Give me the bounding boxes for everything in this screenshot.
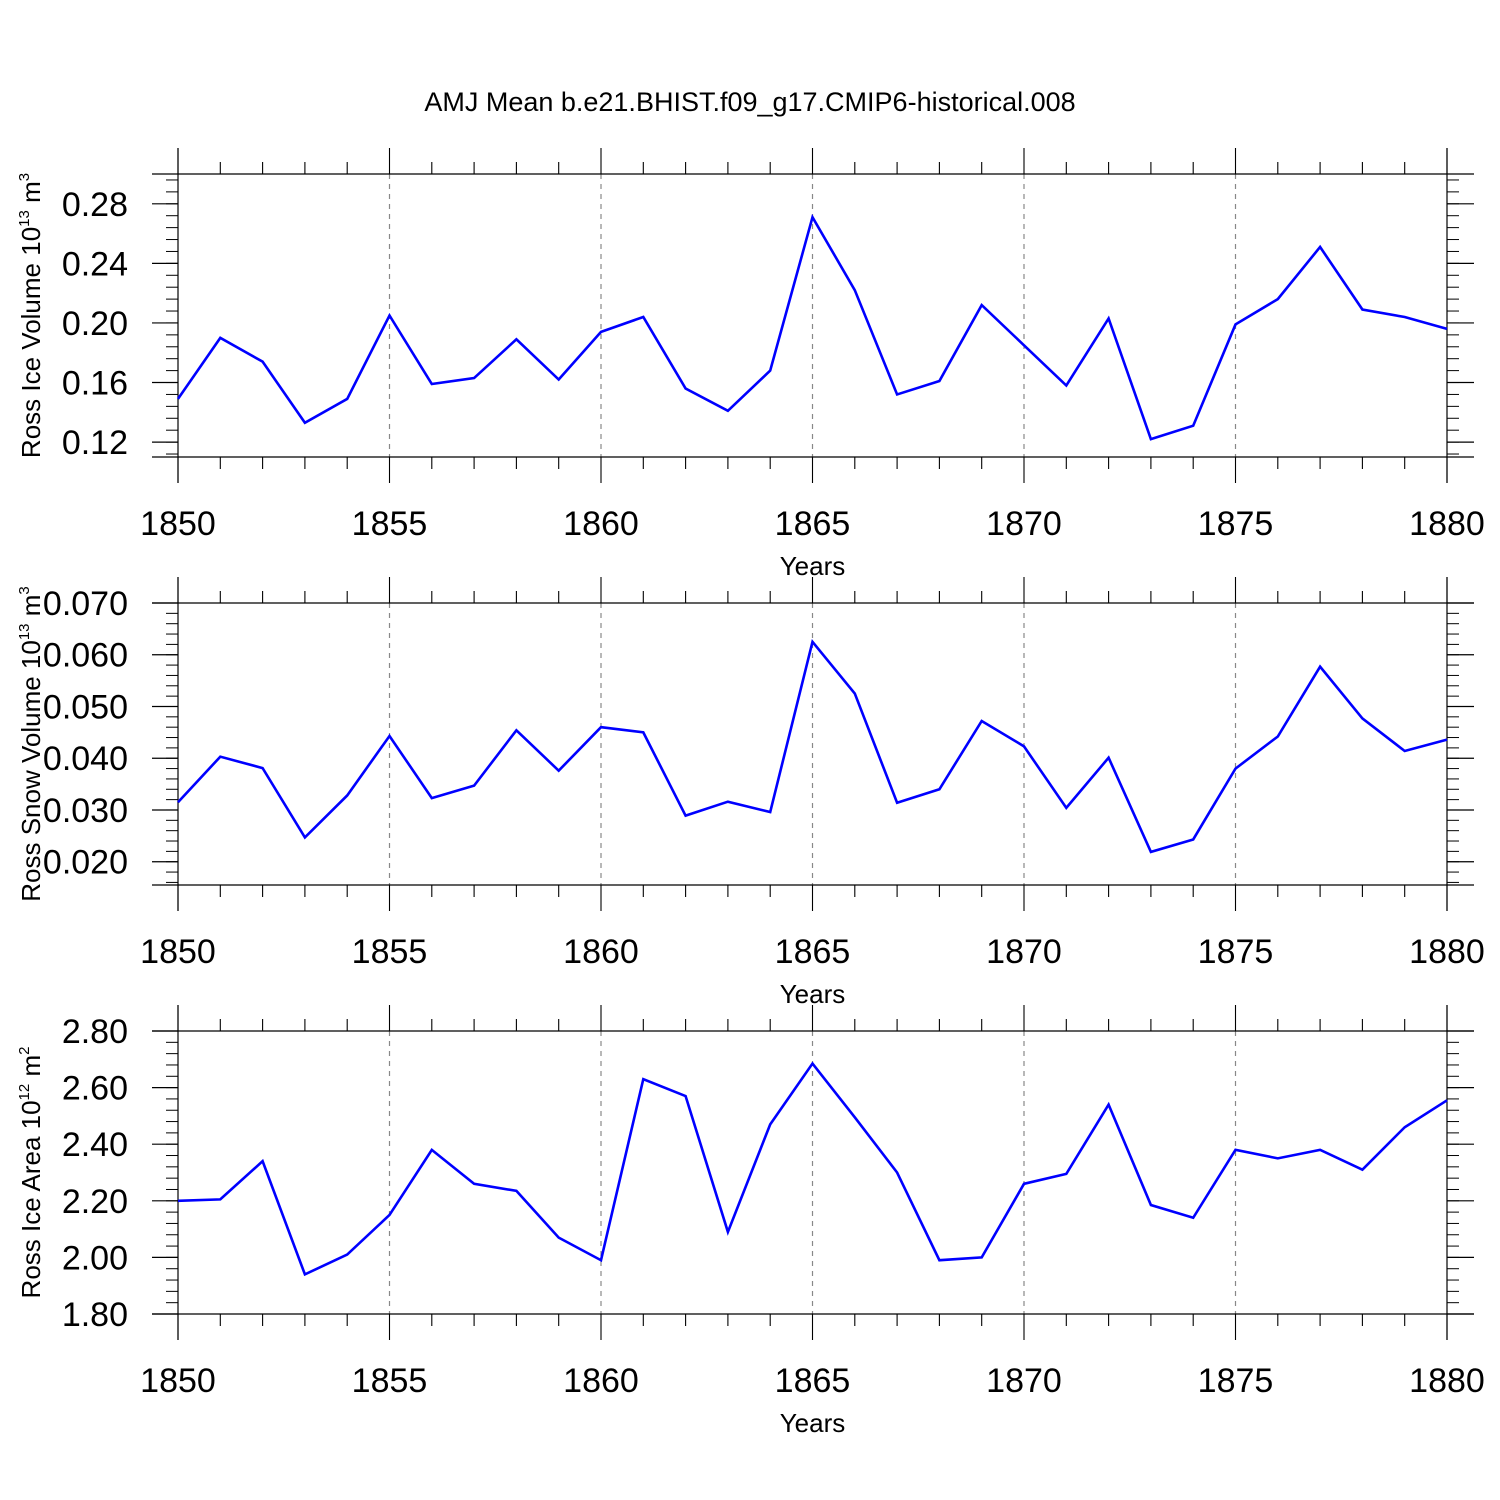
chart-panel-3: 1.80 2.00 2.20 2.40 2.60 2.80 1850 1855 1860 1865… <box>16 1005 1485 1438</box>
x-tick-label: 1880 <box>1409 1362 1485 1400</box>
x-tick-label: 1865 <box>775 505 851 543</box>
x-tick-label: 1870 <box>986 505 1062 543</box>
y-tick-label: 0.050 <box>43 688 128 726</box>
x-tick-label: 1865 <box>775 933 851 971</box>
y-tick-label: 2.20 <box>62 1183 128 1221</box>
y-axis-title-exponent: 13 <box>16 210 33 227</box>
y-axis-title-text: m <box>16 1055 46 1084</box>
y-tick-label: 2.40 <box>62 1126 128 1164</box>
y-axis-title-exponent: 3 <box>16 586 33 594</box>
y-tick-label: 0.030 <box>43 792 128 830</box>
x-axis-title: Years <box>780 1408 846 1438</box>
y-axis-title-text: Ross Ice Volume 10 <box>16 227 46 458</box>
x-tick-label: 1850 <box>140 933 216 971</box>
x-tick-label: 1880 <box>1409 505 1485 543</box>
y-axis-title-exponent: 3 <box>16 173 33 181</box>
y-axis-title-text: m <box>16 595 46 624</box>
y-tick-label: 0.20 <box>62 305 128 343</box>
y-tick-label: 0.070 <box>43 585 128 623</box>
x-tick-label: 1855 <box>352 1362 428 1400</box>
y-axis-title: Ross Ice Volume 1013 m3 <box>16 173 46 458</box>
x-tick-label: 1860 <box>563 505 639 543</box>
x-tick-label: 1865 <box>775 1362 851 1400</box>
y-tick-label: 0.020 <box>43 844 128 882</box>
x-tick-label: 1855 <box>352 505 428 543</box>
y-tick-label: 2.00 <box>62 1239 128 1277</box>
x-tick-label: 1875 <box>1198 1362 1274 1400</box>
y-tick-label: 0.28 <box>62 186 128 224</box>
x-tick-label: 1875 <box>1198 933 1274 971</box>
panels: 0.12 0.16 0.20 0.24 0.28 1850 1855 1860 1865 1870… <box>16 148 1485 1438</box>
x-tick-label: 1875 <box>1198 505 1274 543</box>
y-tick-label: 0.060 <box>43 637 128 675</box>
x-axis-title: Years <box>780 979 846 1009</box>
series-line <box>176 213 1448 441</box>
x-tick-label: 1850 <box>140 1362 216 1400</box>
figure-title: AMJ Mean b.e21.BHIST.f09_g17.CMIP6-histo… <box>424 87 1075 117</box>
y-tick-label: 2.60 <box>62 1070 128 1108</box>
chart-panel-1: 0.12 0.16 0.20 0.24 0.28 1850 1855 1860 1865 1870… <box>16 148 1485 581</box>
y-tick-label: 2.80 <box>62 1013 128 1051</box>
chart-panel-2: 0.020 0.030 0.040 0.050 0.060 0.070 1850 1855 18… <box>16 577 1485 1009</box>
y-axis-title-text: m <box>16 181 46 210</box>
x-tick-label: 1880 <box>1409 933 1485 971</box>
y-axis-title-text: Ross Ice Area 10 <box>16 1100 46 1298</box>
x-tick-label: 1870 <box>986 1362 1062 1400</box>
y-axis-title: Ross Ice Area 1012 m2 <box>16 1047 46 1299</box>
x-axis-title: Years <box>780 551 846 581</box>
series-line <box>177 1061 1448 1277</box>
x-tick-label: 1870 <box>986 933 1062 971</box>
y-axis-title-exponent: 13 <box>16 623 33 640</box>
y-axis-title-exponent: 2 <box>16 1047 33 1055</box>
y-axis-title: Ross Snow Volume 1013 m3 <box>16 586 46 902</box>
y-tick-label: 1.80 <box>62 1296 128 1334</box>
y-axis-title-exponent: 12 <box>16 1084 33 1101</box>
x-tick-label: 1860 <box>563 933 639 971</box>
y-tick-label: 0.16 <box>62 365 128 403</box>
y-tick-label: 0.12 <box>62 424 128 462</box>
x-tick-label: 1850 <box>140 505 216 543</box>
x-tick-label: 1855 <box>352 933 428 971</box>
y-tick-label: 0.040 <box>43 740 128 778</box>
x-tick-label: 1860 <box>563 1362 639 1400</box>
series-line <box>177 638 1448 854</box>
y-axis-title-text: Ross Snow Volume 10 <box>16 640 46 902</box>
y-tick-label: 0.24 <box>62 245 128 283</box>
